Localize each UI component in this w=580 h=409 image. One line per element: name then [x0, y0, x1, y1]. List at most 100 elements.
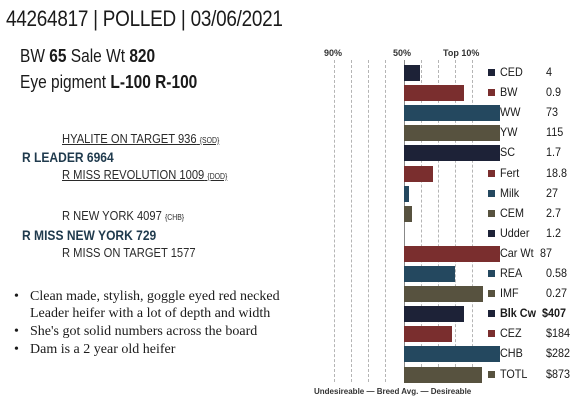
- weights-line: BW 65 Sale Wt 820: [20, 46, 155, 67]
- trait-label: YW: [500, 125, 518, 140]
- separator: |: [175, 6, 191, 31]
- epd-row: IMF 0.27: [404, 285, 580, 303]
- epd-bar: [404, 165, 433, 182]
- trait-label: SC: [500, 145, 516, 160]
- trait-label: TOTL: [500, 366, 528, 381]
- epd-bar: [404, 366, 482, 383]
- legend-square-icon: [488, 109, 495, 117]
- axis-label-50: 50%: [393, 48, 412, 58]
- epd-bar: [404, 326, 452, 343]
- trait-value: 1.2: [546, 225, 562, 240]
- lot-header: 44264817 | POLLED | 03/06/2021: [6, 6, 283, 32]
- gridline: [334, 60, 335, 382]
- gridline: [472, 60, 473, 382]
- sire: R LEADER 6964: [22, 149, 114, 165]
- gridline: [351, 60, 352, 382]
- legend-square-icon: [488, 189, 495, 197]
- notes-list: Clean made, stylish, goggle eyed red nec…: [12, 288, 312, 359]
- trait-value: 2.7: [546, 205, 562, 220]
- dam-dam: R MISS ON TARGET 1577: [62, 245, 196, 260]
- epd-bar: [404, 65, 421, 81]
- legend-square-icon: [488, 69, 495, 76]
- epd-row: WW 73: [404, 104, 580, 122]
- legend-square-icon: [488, 89, 495, 97]
- gridline: [455, 60, 456, 382]
- epd-row: BW 0.9: [404, 84, 580, 102]
- trait-label: CHB: [500, 346, 523, 361]
- legend-square-icon: [488, 229, 495, 237]
- legend-square-icon: [488, 270, 495, 277]
- epd-bar: [404, 145, 500, 162]
- trait-value: 1.7: [546, 145, 562, 160]
- chart-footer: Undesireable — Breed Avg. — Desireable: [314, 387, 472, 396]
- sire-sire: HYALITE ON TARGET 936 {SOD}: [62, 131, 220, 146]
- bw-value: 65: [49, 46, 67, 66]
- trait-label: Car Wt: [500, 245, 534, 260]
- trait-label: Milk: [500, 185, 520, 200]
- gridline: [438, 60, 439, 382]
- legend-square-icon: [488, 310, 495, 318]
- axis-label-90: 90%: [324, 48, 343, 58]
- legend-square-icon: [488, 149, 495, 157]
- epd-row: Udder 1.2: [404, 225, 580, 243]
- epd-row: SC 1.7: [404, 144, 580, 162]
- epd-bar: [404, 266, 455, 282]
- dam: R MISS NEW YORK 729: [22, 227, 157, 243]
- trait-value: 18.8: [546, 165, 568, 180]
- trait-label: WW: [500, 105, 521, 120]
- trait-value: $282: [546, 346, 571, 361]
- epd-bar: [404, 85, 464, 102]
- trait-label: CEM: [500, 205, 525, 220]
- legend-square-icon: [488, 169, 495, 177]
- epd-row: Fert 18.8: [404, 165, 580, 183]
- epd-bar: [404, 205, 412, 222]
- note-item: Dam is a 2 year old heifer: [12, 341, 312, 358]
- trait-value: 87: [540, 245, 553, 260]
- trait-value: 115: [546, 125, 564, 140]
- trait-value: 27: [546, 185, 559, 200]
- legend-square-icon: [488, 290, 495, 298]
- legend-square-icon: [488, 209, 495, 217]
- tag-number: 44264817: [6, 6, 89, 31]
- epd-row: CEM 2.7: [404, 205, 580, 223]
- epd-row: TOTL $873: [404, 366, 580, 384]
- trait-value: $184: [546, 326, 571, 341]
- legend-square-icon: [488, 370, 495, 378]
- sire-dam: R MISS REVOLUTION 1009 {DOD}: [62, 167, 228, 182]
- epd-bar: [404, 306, 464, 323]
- sale-wt-label: Sale Wt: [70, 46, 126, 66]
- epd-row: YW 115: [404, 124, 580, 142]
- trait-value: 0.58: [546, 266, 568, 280]
- trait-label: CED: [500, 65, 523, 79]
- separator: |: [88, 6, 103, 31]
- eye-right-value: R-100: [155, 72, 198, 92]
- legend-square-icon: [488, 330, 495, 338]
- trait-label: Blk Cw: [500, 306, 537, 321]
- trait-value: 4: [546, 65, 553, 79]
- epd-row: Car Wt 87: [404, 245, 580, 263]
- legend-square-icon: [488, 350, 495, 358]
- legend-square-icon: [488, 129, 495, 137]
- epd-row: Blk Cw $407: [404, 305, 580, 323]
- epd-row: REA 0.58: [404, 265, 580, 283]
- epd-row: Milk 27: [404, 185, 580, 203]
- epd-bar: [404, 185, 409, 202]
- trait-label: IMF: [500, 286, 519, 301]
- trait-value: 73: [546, 105, 559, 120]
- sale-wt-value: 820: [129, 46, 156, 66]
- eye-pigment-line: Eye pigment L-100 R-100: [20, 72, 197, 93]
- epd-bar: [404, 105, 500, 122]
- note-item: She's got solid numbers across the board: [12, 323, 312, 340]
- eye-left-value: L-100: [110, 72, 151, 92]
- note-item: Clean made, stylish, goggle eyed red nec…: [12, 288, 312, 322]
- trait-label: REA: [500, 266, 523, 280]
- epd-bar: [404, 286, 483, 303]
- epd-bar: [404, 245, 500, 262]
- trait-value: $407: [542, 306, 567, 321]
- epd-row: CEZ $184: [404, 325, 580, 343]
- dam-sire: R NEW YORK 4097 {CHB}: [62, 208, 185, 223]
- trait-value: 0.9: [546, 85, 562, 100]
- epd-row: CHB $282: [404, 345, 580, 363]
- gridline: [368, 60, 369, 382]
- gridline: [385, 60, 386, 382]
